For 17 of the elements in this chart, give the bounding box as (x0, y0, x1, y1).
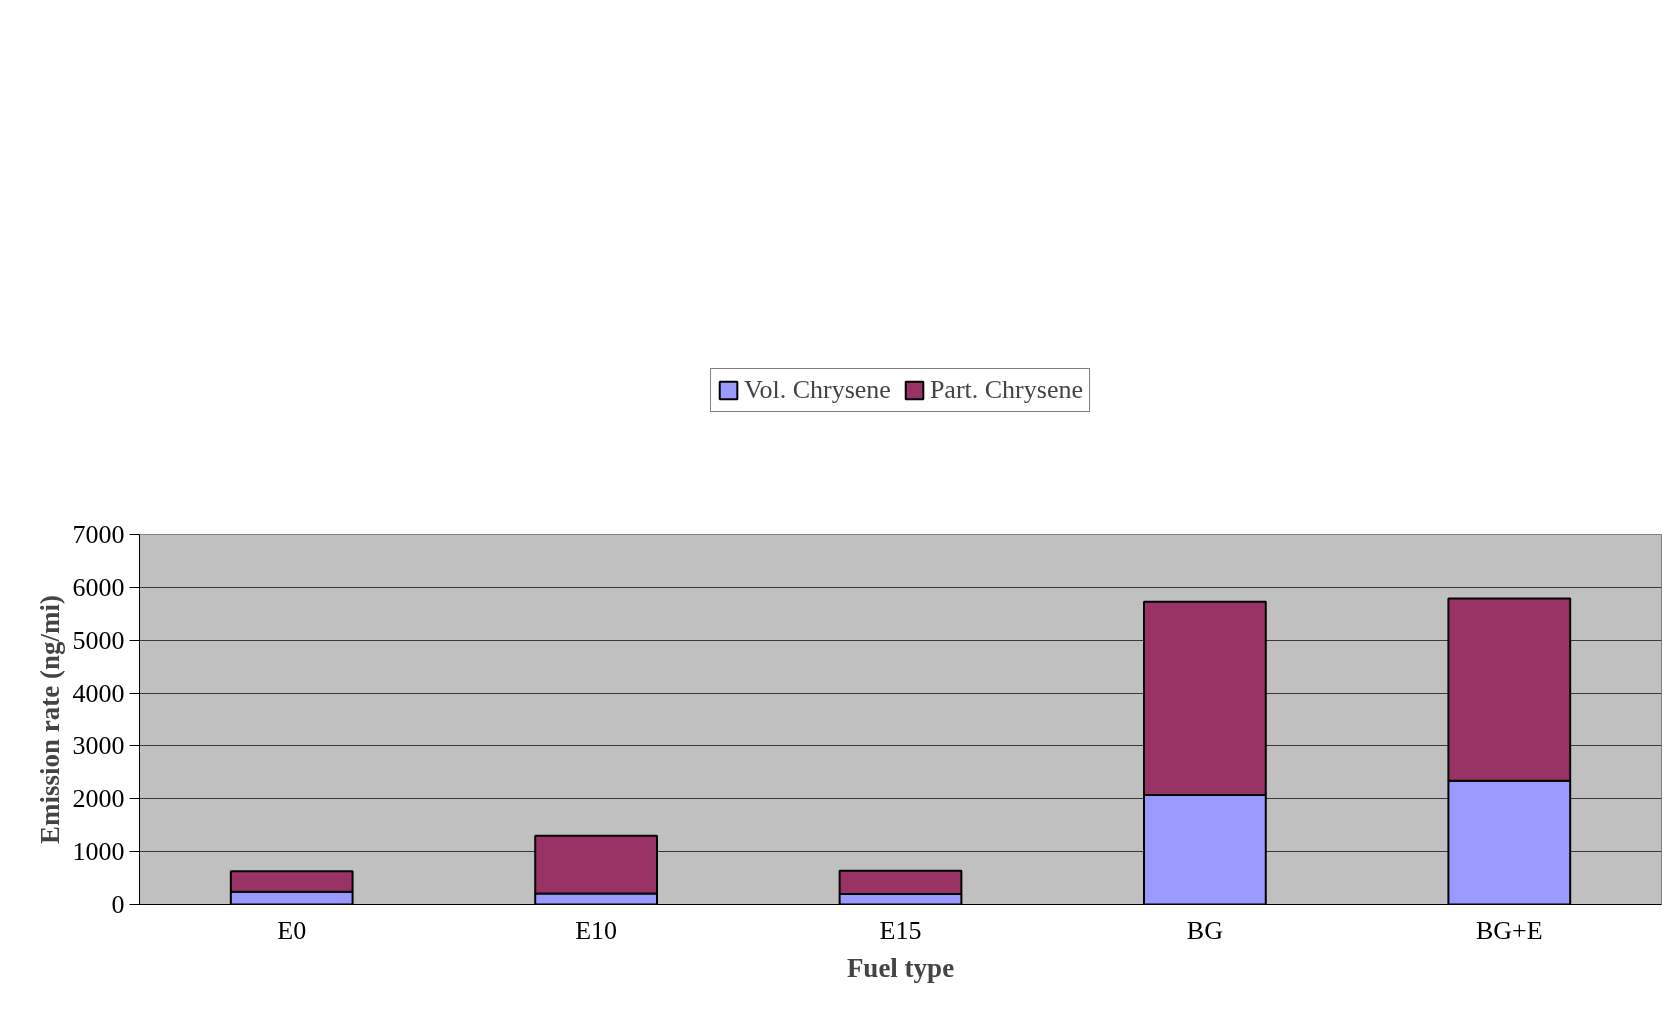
y-tick-label: 4000 (72, 678, 125, 708)
y-tick-label: 5000 (72, 625, 125, 655)
x-tick-label: E0 (277, 915, 307, 945)
y-tick-label: 6000 (72, 572, 125, 602)
y-tick-label: 0 (111, 890, 125, 919)
y-tick-label: 7000 (72, 520, 125, 549)
y-axis-title: Emission rate (ng/mi) (34, 594, 65, 844)
y-tick-label: 3000 (72, 731, 125, 761)
legend-label: Vol. Chrysene (744, 374, 891, 405)
x-tick-label: E15 (879, 915, 922, 945)
x-axis-title: Fuel type (846, 952, 955, 983)
y-tick-label: 2000 (72, 784, 125, 814)
x-tick-label: BG+E (1475, 915, 1543, 945)
y-tick-label: 1000 (72, 837, 125, 867)
x-tick-label: E10 (575, 915, 618, 945)
legend-label: Part. Chrysene (929, 374, 1083, 405)
x-tick-label: BG (1186, 915, 1223, 945)
